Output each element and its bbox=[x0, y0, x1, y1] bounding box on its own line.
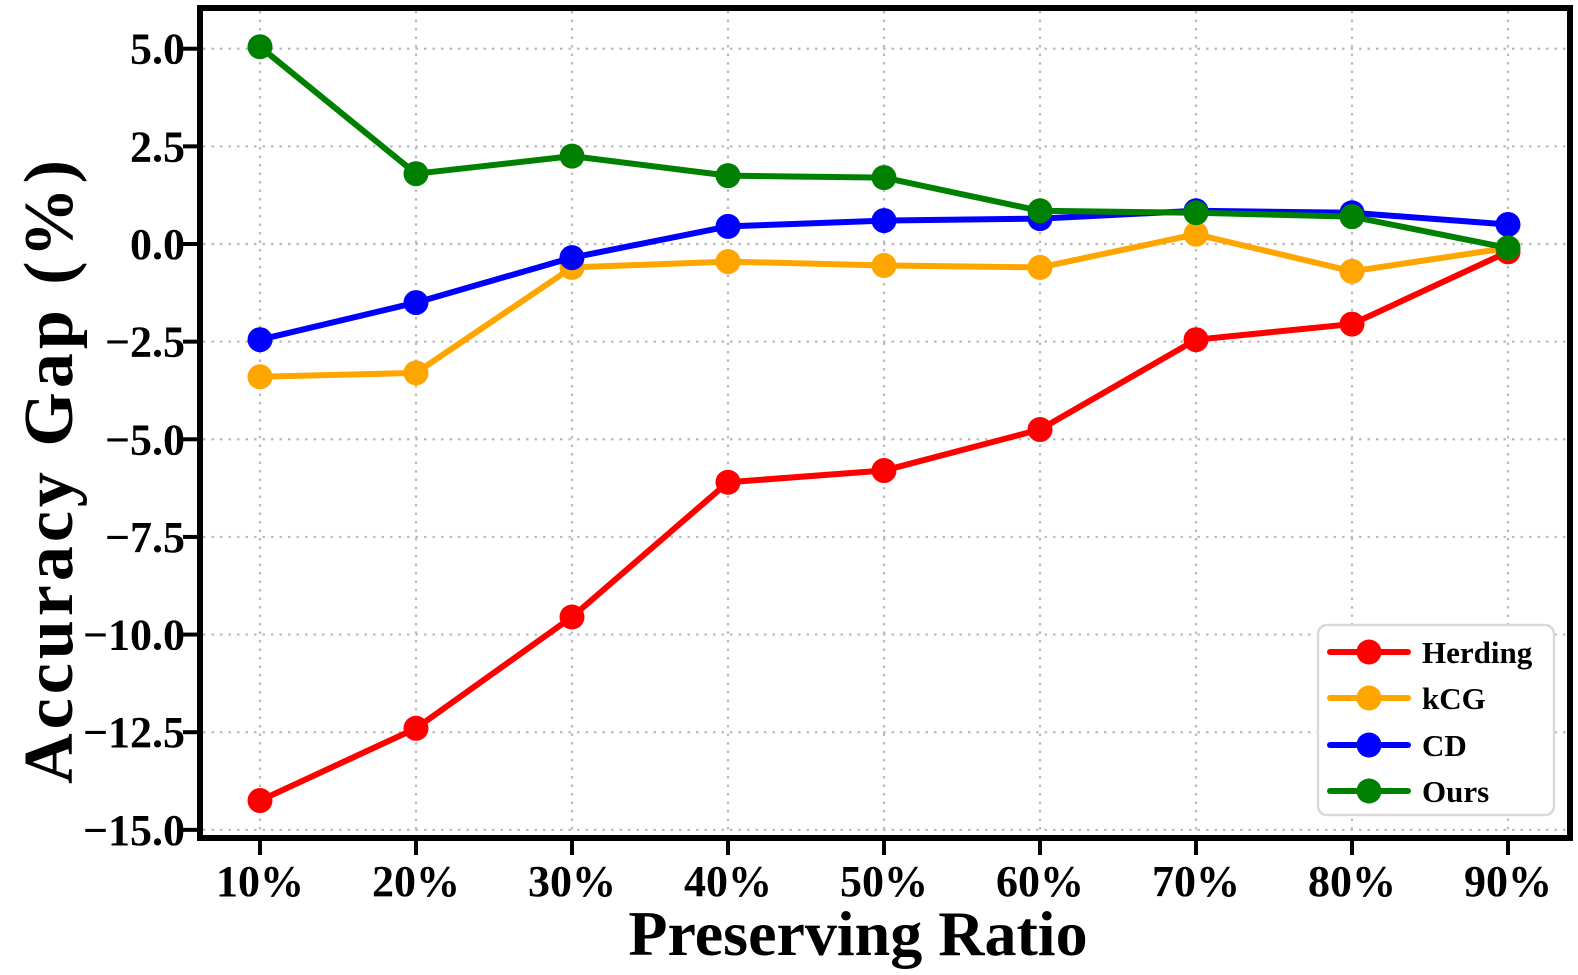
series-kCG-marker bbox=[715, 249, 741, 275]
gridlines bbox=[203, 11, 1567, 835]
series-Herding-marker bbox=[1027, 417, 1053, 443]
legend-item-Herding: Herding bbox=[1327, 635, 1533, 670]
legend-items: Herding kCG CD Ours bbox=[1327, 635, 1533, 809]
series-Herding-marker bbox=[871, 458, 897, 484]
legend: Herding kCG CD Ours bbox=[1316, 623, 1556, 817]
y-axis-label: Accuracy Gap (%) bbox=[11, 156, 88, 784]
x-tick-label: 50% bbox=[840, 857, 928, 906]
series-kCG-marker bbox=[871, 252, 897, 278]
series-Ours-marker bbox=[1495, 235, 1521, 261]
x-tick-label: 20% bbox=[372, 857, 460, 906]
x-tick-label: 30% bbox=[528, 857, 616, 906]
x-tick-label: 40% bbox=[684, 857, 772, 906]
legend-box bbox=[1316, 623, 1556, 817]
legend-item-CD: CD bbox=[1327, 728, 1467, 763]
plot-border bbox=[197, 5, 1573, 841]
series-Herding-marker bbox=[403, 715, 429, 741]
legend-item-Ours: Ours bbox=[1327, 774, 1489, 809]
x-tick-label: 60% bbox=[996, 857, 1084, 906]
series-Ours bbox=[247, 34, 1521, 261]
series-CD-marker bbox=[559, 245, 585, 271]
series-Ours-marker bbox=[871, 165, 897, 191]
legend-item-kCG: kCG bbox=[1327, 681, 1486, 716]
y-tick-label: −2.5 bbox=[105, 318, 185, 367]
series-kCG-marker bbox=[403, 360, 429, 386]
series-CD-marker bbox=[871, 208, 897, 234]
series-Herding-marker bbox=[1183, 327, 1209, 353]
series-Ours-marker bbox=[715, 163, 741, 189]
tick-labels: 10% 20% 30% 40% 50% 60% 70% 80% 90% 5.0 2.5 0.0 −2.5… bbox=[83, 25, 1552, 906]
legend-label-kCG: kCG bbox=[1422, 681, 1486, 716]
y-tick-label: −12.5 bbox=[83, 708, 185, 757]
series-Herding-marker bbox=[1339, 311, 1365, 337]
series-Ours-marker bbox=[559, 143, 585, 169]
x-tick-label: 10% bbox=[216, 857, 304, 906]
y-tick-label: −15.0 bbox=[83, 806, 185, 855]
y-tick-label: −7.5 bbox=[105, 513, 185, 562]
series-CD-marker bbox=[1495, 211, 1521, 237]
series-Herding-marker bbox=[247, 788, 273, 814]
y-tick-label: 5.0 bbox=[130, 25, 185, 74]
legend-marker-kCG bbox=[1356, 685, 1382, 711]
tick-marks bbox=[183, 46, 1510, 855]
series-Herding-marker bbox=[559, 604, 585, 630]
series-group bbox=[247, 34, 1521, 814]
series-Ours-marker bbox=[1339, 204, 1365, 230]
x-axis-label: Preserving Ratio bbox=[628, 898, 1087, 969]
series-Herding-marker bbox=[715, 469, 741, 495]
legend-label-CD: CD bbox=[1422, 728, 1467, 763]
y-tick-label: 2.5 bbox=[130, 122, 185, 171]
series-kCG-marker bbox=[1027, 254, 1053, 280]
legend-label-Ours: Ours bbox=[1422, 774, 1489, 809]
series-CD-marker bbox=[403, 290, 429, 316]
y-tick-label: 0.0 bbox=[130, 220, 185, 269]
series-CD-marker bbox=[715, 213, 741, 239]
legend-marker-CD bbox=[1356, 732, 1382, 758]
series-Ours-marker bbox=[247, 34, 273, 60]
series-Ours-marker bbox=[1027, 198, 1053, 224]
y-tick-label: −5.0 bbox=[105, 415, 185, 464]
y-tick-label: −10.0 bbox=[83, 611, 185, 660]
series-Ours-marker bbox=[403, 161, 429, 187]
series-kCG-marker bbox=[1339, 258, 1365, 284]
series-CD-marker bbox=[247, 327, 273, 353]
x-tick-label: 80% bbox=[1308, 857, 1396, 906]
series-kCG-marker bbox=[1183, 221, 1209, 247]
series-Ours-marker bbox=[1183, 200, 1209, 226]
series-kCG-marker bbox=[247, 364, 273, 390]
legend-marker-Ours bbox=[1356, 778, 1382, 804]
x-tick-label: 70% bbox=[1152, 857, 1240, 906]
x-tick-label: 90% bbox=[1464, 857, 1552, 906]
legend-label-Herding: Herding bbox=[1422, 635, 1533, 670]
legend-marker-Herding bbox=[1356, 639, 1382, 665]
